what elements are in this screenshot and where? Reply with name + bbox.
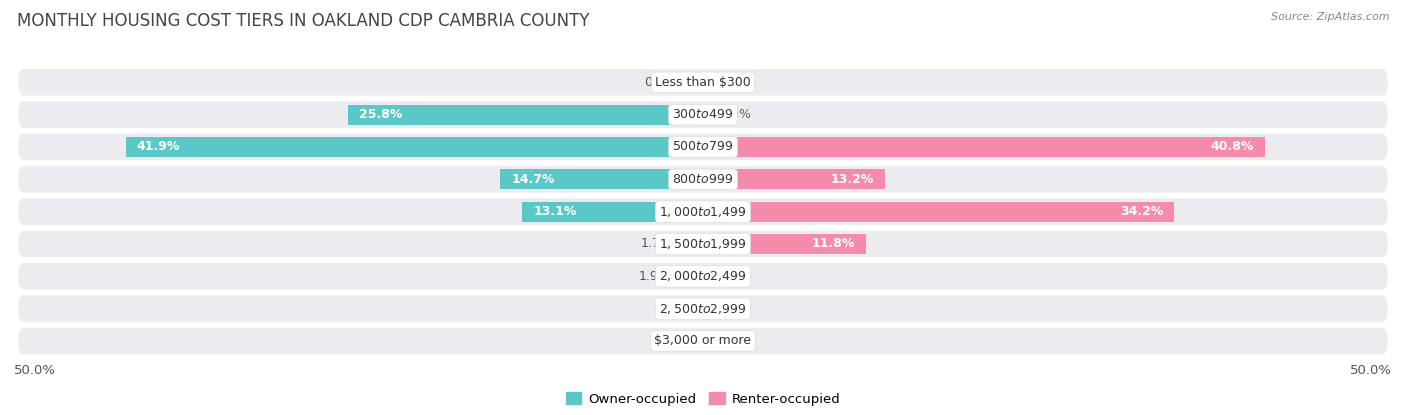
Text: 50.0%: 50.0% xyxy=(1350,364,1392,377)
FancyBboxPatch shape xyxy=(18,134,1388,160)
FancyBboxPatch shape xyxy=(18,101,1388,128)
Text: 1.7%: 1.7% xyxy=(641,237,672,251)
FancyBboxPatch shape xyxy=(18,231,1388,257)
Text: 41.9%: 41.9% xyxy=(136,141,180,154)
Text: 34.2%: 34.2% xyxy=(1119,205,1163,218)
Text: Source: ZipAtlas.com: Source: ZipAtlas.com xyxy=(1271,12,1389,22)
Text: 40.8%: 40.8% xyxy=(1211,141,1254,154)
FancyBboxPatch shape xyxy=(18,328,1388,354)
Text: 0.0%: 0.0% xyxy=(654,302,686,315)
Bar xyxy=(347,105,703,124)
Text: $500 to $799: $500 to $799 xyxy=(672,141,734,154)
FancyBboxPatch shape xyxy=(18,263,1388,290)
FancyBboxPatch shape xyxy=(18,69,1388,95)
Legend: Owner-occupied, Renter-occupied: Owner-occupied, Renter-occupied xyxy=(560,387,846,411)
Bar xyxy=(703,137,1265,157)
Bar xyxy=(703,202,1174,222)
Bar xyxy=(703,234,866,254)
Text: 0.0%: 0.0% xyxy=(720,108,752,121)
Bar xyxy=(690,72,703,93)
Text: $1,000 to $1,499: $1,000 to $1,499 xyxy=(659,205,747,219)
Text: 0.0%: 0.0% xyxy=(720,302,752,315)
Text: Less than $300: Less than $300 xyxy=(655,76,751,89)
Bar xyxy=(501,169,703,189)
Bar xyxy=(703,169,884,189)
Text: 14.7%: 14.7% xyxy=(512,173,555,186)
Text: 13.2%: 13.2% xyxy=(831,173,875,186)
Text: 0.0%: 0.0% xyxy=(720,270,752,283)
Bar xyxy=(679,234,703,254)
Text: 0.0%: 0.0% xyxy=(720,76,752,89)
Text: $800 to $999: $800 to $999 xyxy=(672,173,734,186)
Text: 13.1%: 13.1% xyxy=(533,205,576,218)
Text: 25.8%: 25.8% xyxy=(359,108,402,121)
Text: MONTHLY HOUSING COST TIERS IN OAKLAND CDP CAMBRIA COUNTY: MONTHLY HOUSING COST TIERS IN OAKLAND CD… xyxy=(17,12,589,30)
Text: $2,500 to $2,999: $2,500 to $2,999 xyxy=(659,302,747,316)
Text: 0.0%: 0.0% xyxy=(654,334,686,347)
FancyBboxPatch shape xyxy=(18,198,1388,225)
FancyBboxPatch shape xyxy=(18,295,1388,322)
Text: $2,000 to $2,499: $2,000 to $2,499 xyxy=(659,269,747,283)
Text: $3,000 or more: $3,000 or more xyxy=(655,334,751,347)
Text: $1,500 to $1,999: $1,500 to $1,999 xyxy=(659,237,747,251)
Bar xyxy=(125,137,703,157)
FancyBboxPatch shape xyxy=(18,166,1388,193)
Text: $300 to $499: $300 to $499 xyxy=(672,108,734,121)
Text: 0.0%: 0.0% xyxy=(720,334,752,347)
Text: 11.8%: 11.8% xyxy=(811,237,855,251)
Bar xyxy=(676,266,703,286)
Text: 1.9%: 1.9% xyxy=(638,270,669,283)
Text: 0.87%: 0.87% xyxy=(644,76,685,89)
Text: 50.0%: 50.0% xyxy=(14,364,56,377)
Bar xyxy=(523,202,703,222)
